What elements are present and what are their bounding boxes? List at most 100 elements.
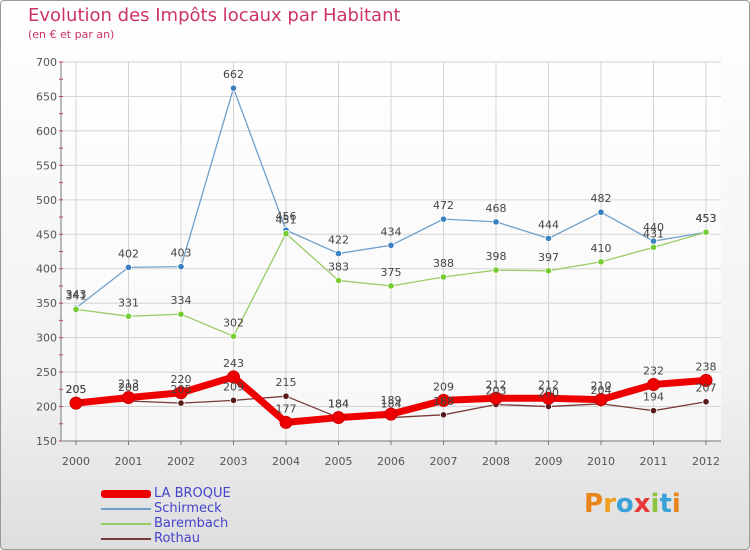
data-point [229,332,238,340]
data-label: 207 [696,382,717,395]
data-point [174,386,188,400]
data-point [229,84,238,92]
chart-title: Evolution des Impôts locaux par Habitant [28,5,401,26]
data-point [177,310,185,318]
data-label: 209 [223,380,244,393]
legend-label-schirmeck: Schirmeck [154,501,222,516]
y-tick-label: 600 [36,125,57,138]
data-point [387,241,395,249]
data-label: 184 [328,398,349,411]
data-point [544,267,553,275]
y-tick-label: 650 [36,90,57,103]
data-label: 189 [381,394,402,407]
y-tick-label: 450 [36,228,57,241]
data-label: 334 [171,294,192,307]
x-tick-label: 2010 [587,455,615,468]
legend-label-la-broque: LA BROQUE [154,486,231,501]
data-label: 453 [696,212,717,225]
data-point [647,377,660,391]
data-label: 434 [381,225,402,238]
chart-subtitle: (en € et par an) [28,28,115,41]
data-label: 422 [328,234,349,247]
data-point [544,234,553,243]
data-point [699,373,713,387]
data-point [489,391,503,405]
data-point [597,258,605,266]
data-point [492,266,500,274]
y-tick-label: 400 [36,263,57,276]
data-label: 662 [223,68,244,81]
data-point [72,305,80,313]
data-label: 220 [171,373,192,386]
logo-letter: x [633,489,651,519]
data-label: 184 [328,398,349,411]
y-tick-label: 300 [36,332,57,345]
data-label: 209 [433,380,454,393]
y-tick-label: 700 [36,56,57,69]
data-label: 388 [433,257,454,270]
x-tick-label: 2004 [272,455,300,468]
y-tick-label: 500 [36,194,57,207]
data-point [702,398,710,406]
x-tick-label: 2006 [377,455,405,468]
legend-swatch-rothau [101,538,151,540]
legend-item-barembach: Barembach [101,516,301,532]
data-label: 205 [66,383,87,396]
data-point [282,229,290,238]
legend-label-barembach: Barembach [154,516,229,531]
data-label: 177 [276,402,297,415]
logo-letter: t [659,489,672,519]
data-label: 205 [66,383,87,396]
x-tick-label: 2000 [62,455,90,468]
y-tick-label: 250 [36,366,57,379]
data-label: 208 [118,381,139,394]
data-label: 205 [171,383,192,396]
data-label: 472 [433,199,454,212]
x-tick-label: 2001 [115,455,143,468]
x-tick-label: 2008 [482,455,510,468]
data-point [229,396,238,404]
x-tick-label: 2009 [535,455,563,468]
data-label: 212 [486,378,507,391]
data-label: 375 [381,266,402,279]
x-tick-label: 2007 [430,455,458,468]
data-point [177,263,185,271]
data-point [122,391,135,405]
data-label: 210 [591,380,612,393]
x-tick-label: 2011 [640,455,668,468]
data-point [69,396,83,410]
data-label: 482 [591,192,612,205]
data-point [439,215,448,223]
data-point [439,411,448,419]
data-label: 341 [66,289,87,302]
data-label: 402 [118,247,139,260]
data-label: 383 [328,260,349,273]
data-label: 194 [643,391,664,404]
data-point [177,399,185,407]
data-label: 398 [486,250,507,263]
data-point [124,312,133,320]
logo-letter: o [615,489,634,519]
legend-item-rothau: Rothau [101,531,301,547]
data-point [334,276,343,285]
legend-swatch-barembach [101,523,151,525]
data-label: 444 [538,218,559,231]
data-point [492,218,500,226]
logo-letter: i [671,489,681,519]
logo-letter: r [603,489,616,519]
x-tick-label: 2005 [325,455,353,468]
data-label: 343 [66,288,87,301]
chart-legend: LA BROQUE Schirmeck Barembach Rothau [101,486,301,547]
data-label: 238 [696,360,717,373]
data-label: 410 [591,242,612,255]
x-tick-label: 2003 [220,455,248,468]
data-label: 453 [696,212,717,225]
proxiti-logo: Proxiti [584,489,681,519]
data-point [334,249,343,258]
data-label: 397 [538,251,559,264]
data-label: 200 [538,387,559,400]
y-tick-label: 350 [36,297,57,310]
x-tick-label: 2002 [167,455,195,468]
data-point [124,263,133,271]
